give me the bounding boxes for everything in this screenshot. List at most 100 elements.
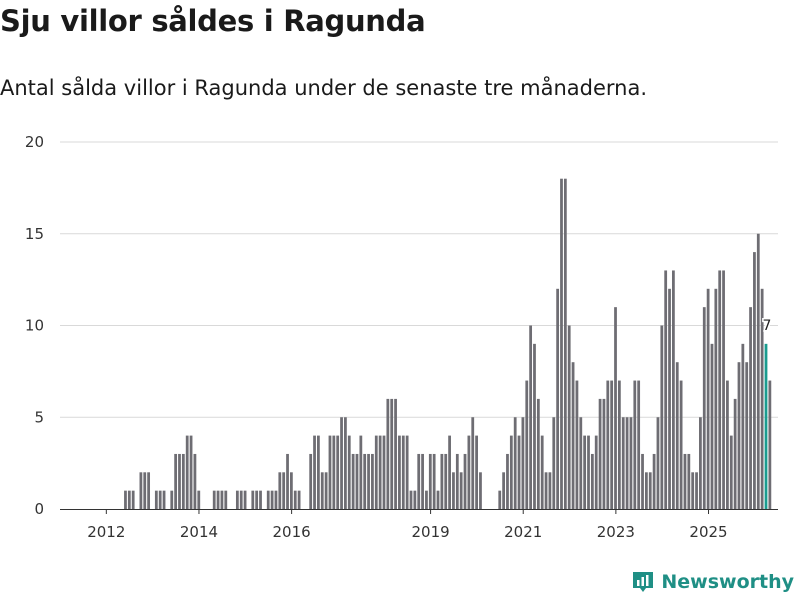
bar	[533, 343, 536, 509]
bar	[756, 233, 760, 509]
bar	[386, 398, 390, 509]
bar	[371, 453, 374, 509]
bar	[575, 380, 579, 509]
bar	[394, 398, 397, 509]
bar	[710, 343, 714, 509]
bar	[197, 490, 201, 509]
bar	[544, 472, 548, 509]
bar	[270, 490, 274, 509]
bar	[417, 453, 421, 509]
bar	[513, 417, 517, 509]
x-tick-label: 2012	[87, 523, 125, 541]
bar	[509, 435, 513, 509]
bar	[610, 380, 614, 509]
bar	[255, 490, 259, 509]
bar	[428, 453, 432, 509]
bar	[278, 472, 282, 509]
bar	[498, 490, 502, 509]
x-tick-label: 2014	[180, 523, 218, 541]
bar	[579, 417, 583, 509]
bar	[378, 435, 382, 509]
bar	[124, 490, 127, 509]
bar	[726, 380, 729, 509]
bar	[243, 490, 247, 509]
bar	[189, 435, 193, 509]
bar	[652, 453, 656, 509]
bar	[340, 417, 343, 509]
bar	[560, 178, 563, 509]
bar	[181, 453, 185, 509]
bar	[471, 417, 475, 509]
bar	[390, 398, 394, 509]
bar	[502, 472, 506, 509]
bar	[729, 435, 733, 509]
bar	[220, 490, 224, 509]
bar	[359, 435, 363, 509]
bar	[170, 490, 174, 509]
bar	[598, 398, 602, 509]
bar	[421, 453, 424, 509]
bar	[583, 435, 587, 509]
bar	[313, 435, 316, 509]
y-tick-label: 15	[25, 225, 44, 243]
bar	[672, 270, 675, 509]
bar	[606, 380, 610, 509]
bar	[374, 435, 378, 509]
bar	[293, 490, 297, 509]
bar	[552, 417, 556, 509]
bar	[139, 472, 143, 509]
bar	[336, 435, 340, 509]
brand-name: Newsworthy	[661, 571, 794, 593]
bar	[529, 325, 533, 509]
bar	[540, 435, 544, 509]
bar	[475, 435, 478, 509]
y-tick-label: 20	[25, 133, 44, 151]
bar	[675, 362, 679, 509]
newsworthy-logo[interactable]: Newsworthy	[631, 570, 794, 594]
bar	[324, 472, 328, 509]
bar	[448, 435, 451, 509]
bar	[760, 288, 764, 509]
bar	[679, 380, 683, 509]
bar	[131, 490, 135, 509]
x-tick-label: 2023	[597, 523, 635, 541]
bar	[401, 435, 405, 509]
bar	[282, 472, 286, 509]
bar	[629, 417, 633, 509]
bar	[718, 270, 722, 509]
bar	[463, 453, 467, 509]
bar	[571, 362, 575, 509]
bar	[617, 380, 621, 509]
bar	[224, 490, 228, 509]
bar	[344, 417, 347, 509]
axes: 0 5 10 15 20 7 2012 2014 2016 2019 2021 2023 2025	[25, 133, 778, 541]
chart-subtitle: Antal sålda villor i Ragunda under de se…	[0, 76, 648, 100]
bar	[625, 417, 629, 509]
bar	[216, 490, 220, 509]
bar	[587, 435, 590, 509]
bar	[602, 398, 606, 509]
bar	[563, 178, 567, 509]
bar	[644, 472, 648, 509]
bar	[590, 453, 594, 509]
bar	[413, 490, 417, 509]
bar	[297, 490, 301, 509]
y-tick-label: 5	[34, 408, 44, 426]
bar	[506, 453, 509, 509]
bar	[143, 472, 147, 509]
bar	[633, 380, 637, 509]
bar	[691, 472, 695, 509]
bar	[459, 472, 463, 509]
bar	[741, 343, 745, 509]
bar	[289, 472, 293, 509]
bar	[266, 490, 270, 509]
bar	[664, 270, 668, 509]
bar	[614, 307, 617, 509]
y-tick-label: 10	[25, 317, 44, 335]
bar	[259, 490, 262, 509]
highlight-bar	[764, 343, 768, 509]
bar	[440, 453, 444, 509]
bar	[768, 380, 772, 509]
bar	[436, 490, 440, 509]
bar	[212, 490, 216, 509]
